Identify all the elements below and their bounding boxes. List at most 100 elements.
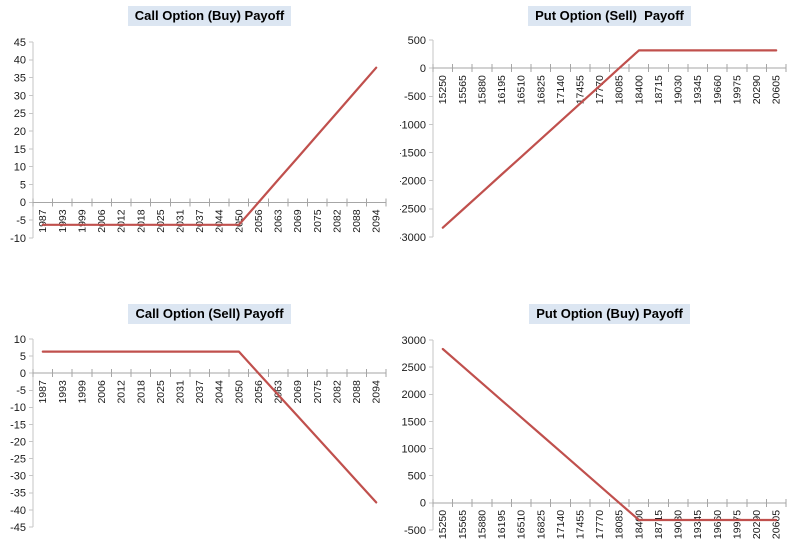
- x-axis-label: 19030: [672, 510, 684, 539]
- y-axis-label: -3000: [400, 232, 426, 244]
- x-axis-label: 2037: [194, 209, 206, 233]
- payoff-series-line: [41, 350, 378, 504]
- y-axis-label: -35: [10, 488, 26, 500]
- chart-title-row: Call Option (Buy) Payoff: [0, 6, 400, 28]
- x-axis-label: 2075: [312, 380, 324, 404]
- y-axis-label: 1500: [402, 416, 426, 428]
- x-axis-label: 16825: [535, 75, 547, 104]
- x-axis-label: 18400: [633, 75, 645, 104]
- y-axis-label: -500: [404, 91, 426, 103]
- y-axis-label: 5: [20, 351, 26, 363]
- y-axis-label: 0: [420, 498, 426, 510]
- x-axis-label: 2094: [371, 209, 383, 233]
- x-axis-label: 2050: [233, 380, 245, 404]
- x-axis-label: 1999: [76, 209, 88, 233]
- y-axis-label: 500: [408, 35, 426, 47]
- y-axis-label: -500: [404, 525, 426, 537]
- x-axis-label: 1987: [37, 380, 49, 404]
- x-axis-label: 2056: [253, 380, 265, 404]
- y-axis-label: -40: [10, 505, 26, 517]
- y-axis-label: -45: [10, 522, 26, 534]
- y-axis-label: -30: [10, 471, 26, 483]
- x-axis-label: 2031: [174, 209, 186, 233]
- y-axis-label: 1000: [402, 443, 426, 455]
- y-axis-label: -10: [10, 233, 26, 245]
- x-axis-label: 15880: [476, 510, 488, 539]
- x-axis-label: 17455: [574, 510, 586, 539]
- x-axis-label: 15880: [476, 75, 488, 104]
- x-axis-label: 20605: [771, 510, 783, 539]
- y-axis-label: 500: [408, 471, 426, 483]
- x-axis-label: 17770: [594, 510, 606, 539]
- chart-title-put-sell: Put Option (Sell) Payoff: [528, 6, 691, 26]
- x-axis-label: 1993: [57, 209, 69, 233]
- chart-title-row: Put Option (Buy) Payoff: [400, 304, 800, 326]
- x-axis-label: 19660: [712, 510, 724, 539]
- line-chart-call-buy: 45 40 35 30 25 20 15 10 5 0 -5 -10 1987 1993 1999 2006 2…: [10, 37, 387, 245]
- y-axis-label: 0: [20, 197, 26, 209]
- y-axis-label: 45: [14, 37, 26, 49]
- y-axis-label: 20: [14, 126, 26, 138]
- y-axis-label: 3000: [402, 335, 426, 347]
- x-axis-label: 2037: [194, 380, 206, 404]
- x-axis-label: 18085: [614, 75, 626, 104]
- y-axis-label: 15: [14, 144, 26, 156]
- y-axis-label: 35: [14, 72, 26, 84]
- line-chart-put-sell: 500 0 -500 -1000 -1500 -2000 -2500 -3000 15250 15…: [400, 35, 787, 244]
- x-axis-label: 1999: [76, 380, 88, 404]
- x-axis-label: 2082: [331, 380, 343, 404]
- x-axis-label: 2069: [292, 380, 304, 404]
- chart-panel-put-buy: Put Option (Buy) Payoff 3000 2500 2000 1500…: [400, 296, 800, 550]
- chart-title-row: Call Option (Sell) Payoff: [0, 304, 400, 326]
- x-axis-label: 2025: [155, 209, 167, 233]
- x-axis-label: 19345: [692, 510, 704, 539]
- x-axis-label: 16195: [496, 510, 508, 539]
- x-axis-label: 2006: [96, 380, 108, 404]
- x-axis-label: 19975: [731, 510, 743, 539]
- y-axis-label: -20: [10, 436, 26, 448]
- x-axis-label: 1993: [57, 380, 69, 404]
- x-axis-label: 15565: [457, 75, 469, 104]
- x-axis-label: 18715: [653, 510, 665, 539]
- y-axis-label: 25: [14, 108, 26, 120]
- y-axis-label: 40: [14, 55, 26, 67]
- x-axis-label: 15250: [437, 75, 449, 104]
- payoff-series-line: [441, 49, 778, 229]
- x-axis-label: 16825: [535, 510, 547, 539]
- y-axis-label: 10: [14, 162, 26, 174]
- x-axis-label: 2031: [174, 380, 186, 404]
- x-axis-label: 2056: [253, 209, 265, 233]
- x-axis-label: 2018: [135, 209, 147, 233]
- y-axis-label: -2500: [400, 204, 426, 216]
- x-axis-label: 16195: [496, 75, 508, 104]
- x-axis-label: 17140: [555, 75, 567, 104]
- x-axis-label: 2012: [116, 380, 128, 404]
- x-axis-label: 2012: [116, 209, 128, 233]
- y-axis-label: -1500: [400, 147, 426, 159]
- x-axis-label: 16510: [516, 510, 528, 539]
- y-axis-label: -5: [16, 215, 26, 227]
- x-axis-label: 17140: [555, 510, 567, 539]
- x-axis-label: 2018: [135, 380, 147, 404]
- y-axis-label: -1000: [400, 119, 426, 131]
- payoff-series-line: [441, 347, 778, 522]
- y-axis-label: 5: [20, 179, 26, 191]
- chart-panel-call-buy: Call Option (Buy) Payoff 45 40 35 30 25 20 15 1…: [0, 0, 400, 260]
- y-axis-label: 2000: [402, 389, 426, 401]
- x-axis-label: 2075: [312, 209, 324, 233]
- y-axis-label: 10: [14, 334, 26, 346]
- x-axis-label: 19660: [712, 75, 724, 104]
- y-axis-label: -15: [10, 419, 26, 431]
- y-axis-label: 0: [420, 63, 426, 75]
- x-axis-label: 2044: [214, 209, 226, 233]
- x-axis-label: 2025: [155, 380, 167, 404]
- payoff-series-line: [41, 66, 378, 226]
- x-axis-label: 19975: [731, 75, 743, 104]
- x-axis-label: 18085: [614, 510, 626, 539]
- chart-panel-put-sell: Put Option (Sell) Payoff 500 0 -500 -1000 -1…: [400, 0, 800, 260]
- x-axis-label: 2082: [331, 209, 343, 233]
- y-axis-label: 0: [20, 368, 26, 380]
- x-axis-label: 2069: [292, 209, 304, 233]
- line-chart-put-buy: 3000 2500 2000 1500 1000 500 0 -500 15250 15565 15…: [402, 335, 787, 539]
- chart-panel-call-sell: Call Option (Sell) Payoff 10 5 0 -5 -10 -15 -2…: [0, 296, 400, 550]
